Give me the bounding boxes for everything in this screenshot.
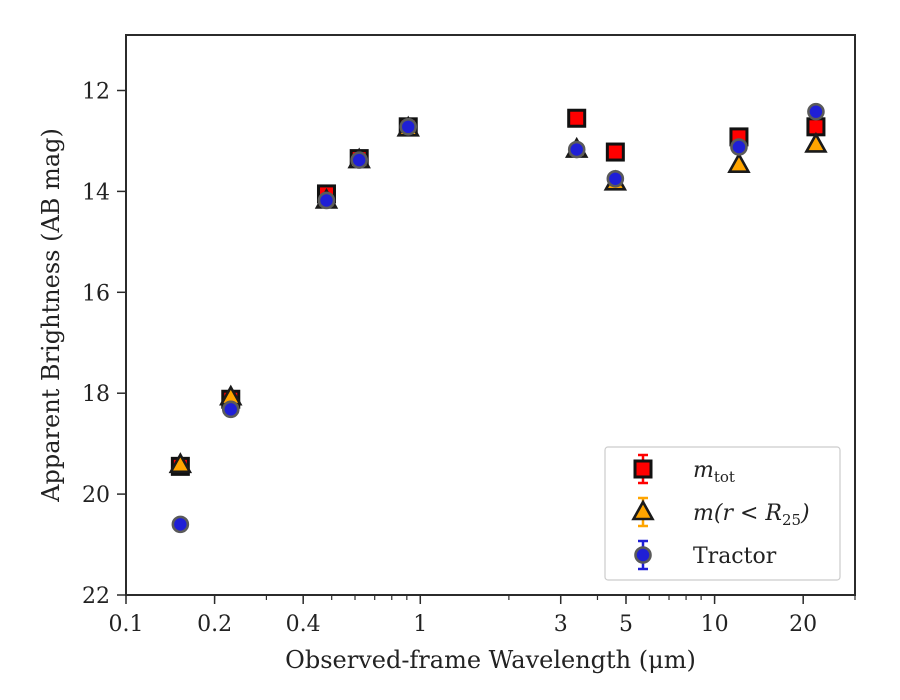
y-tick-label: 18 — [82, 382, 110, 407]
data-point — [221, 400, 240, 419]
legend-label: Tractor — [693, 544, 777, 569]
x-tick-label: 10 — [701, 612, 729, 637]
data-point — [606, 169, 625, 188]
legend: mtot m(r < R25) Tractor — [604, 446, 841, 581]
legend-item: Tractor — [634, 539, 777, 571]
x-axis-label: Observed-frame Wavelength (μm) — [285, 646, 696, 674]
x-tick-label: 20 — [789, 612, 817, 637]
x-tick-label: 1 — [413, 612, 427, 637]
x-tick-label: 3 — [554, 612, 568, 637]
y-axis-label: Apparent Brightness (AB mag) — [37, 128, 65, 503]
legend-label-subscript: 25 — [782, 511, 801, 529]
legend-label-main: Tractor — [693, 544, 777, 569]
y-tick-label: 20 — [82, 483, 110, 508]
data-point — [399, 118, 418, 136]
y-axis-ticks: 12 14 16 18 20 22 — [82, 79, 126, 609]
legend-label: m(r < R25) — [693, 501, 810, 529]
legend-box — [604, 446, 841, 581]
legend-marker — [634, 546, 652, 564]
legend-marker — [633, 459, 653, 479]
data-point — [350, 151, 368, 169]
x-tick-label: 0.2 — [197, 612, 232, 637]
legend-marker — [631, 499, 655, 521]
data-point — [317, 191, 336, 210]
x-tick-label: 5 — [619, 612, 633, 637]
x-tick-label: 0.4 — [286, 612, 321, 637]
y-tick-label: 12 — [82, 79, 110, 104]
x-tick-label: 0.1 — [109, 612, 144, 637]
data-point — [807, 102, 825, 121]
legend-item: m(r < R25) — [631, 496, 810, 529]
y-tick-label: 16 — [82, 281, 110, 306]
data-point — [730, 138, 748, 156]
data-point — [567, 140, 586, 159]
x-axis-ticks: 0.1 0.2 0.4 1 3 5 10 20 — [109, 595, 817, 637]
legend-label-tail: ) — [800, 501, 810, 526]
data-point — [171, 515, 190, 534]
legend-label: mtot — [693, 458, 735, 486]
data-point — [727, 151, 751, 173]
y-tick-label: 14 — [82, 180, 110, 205]
y-tick-label: 22 — [82, 584, 110, 609]
series-circle-points — [171, 102, 825, 534]
legend-label-main: m — [693, 458, 714, 483]
data-point — [168, 452, 193, 474]
data-point — [605, 142, 625, 162]
legend-item: mtot — [633, 453, 735, 486]
legend-label-main: m(r < R — [693, 501, 782, 526]
data-point — [567, 108, 587, 128]
legend-label-subscript: tot — [714, 468, 735, 486]
data-point — [804, 131, 828, 153]
data-points — [168, 102, 828, 534]
